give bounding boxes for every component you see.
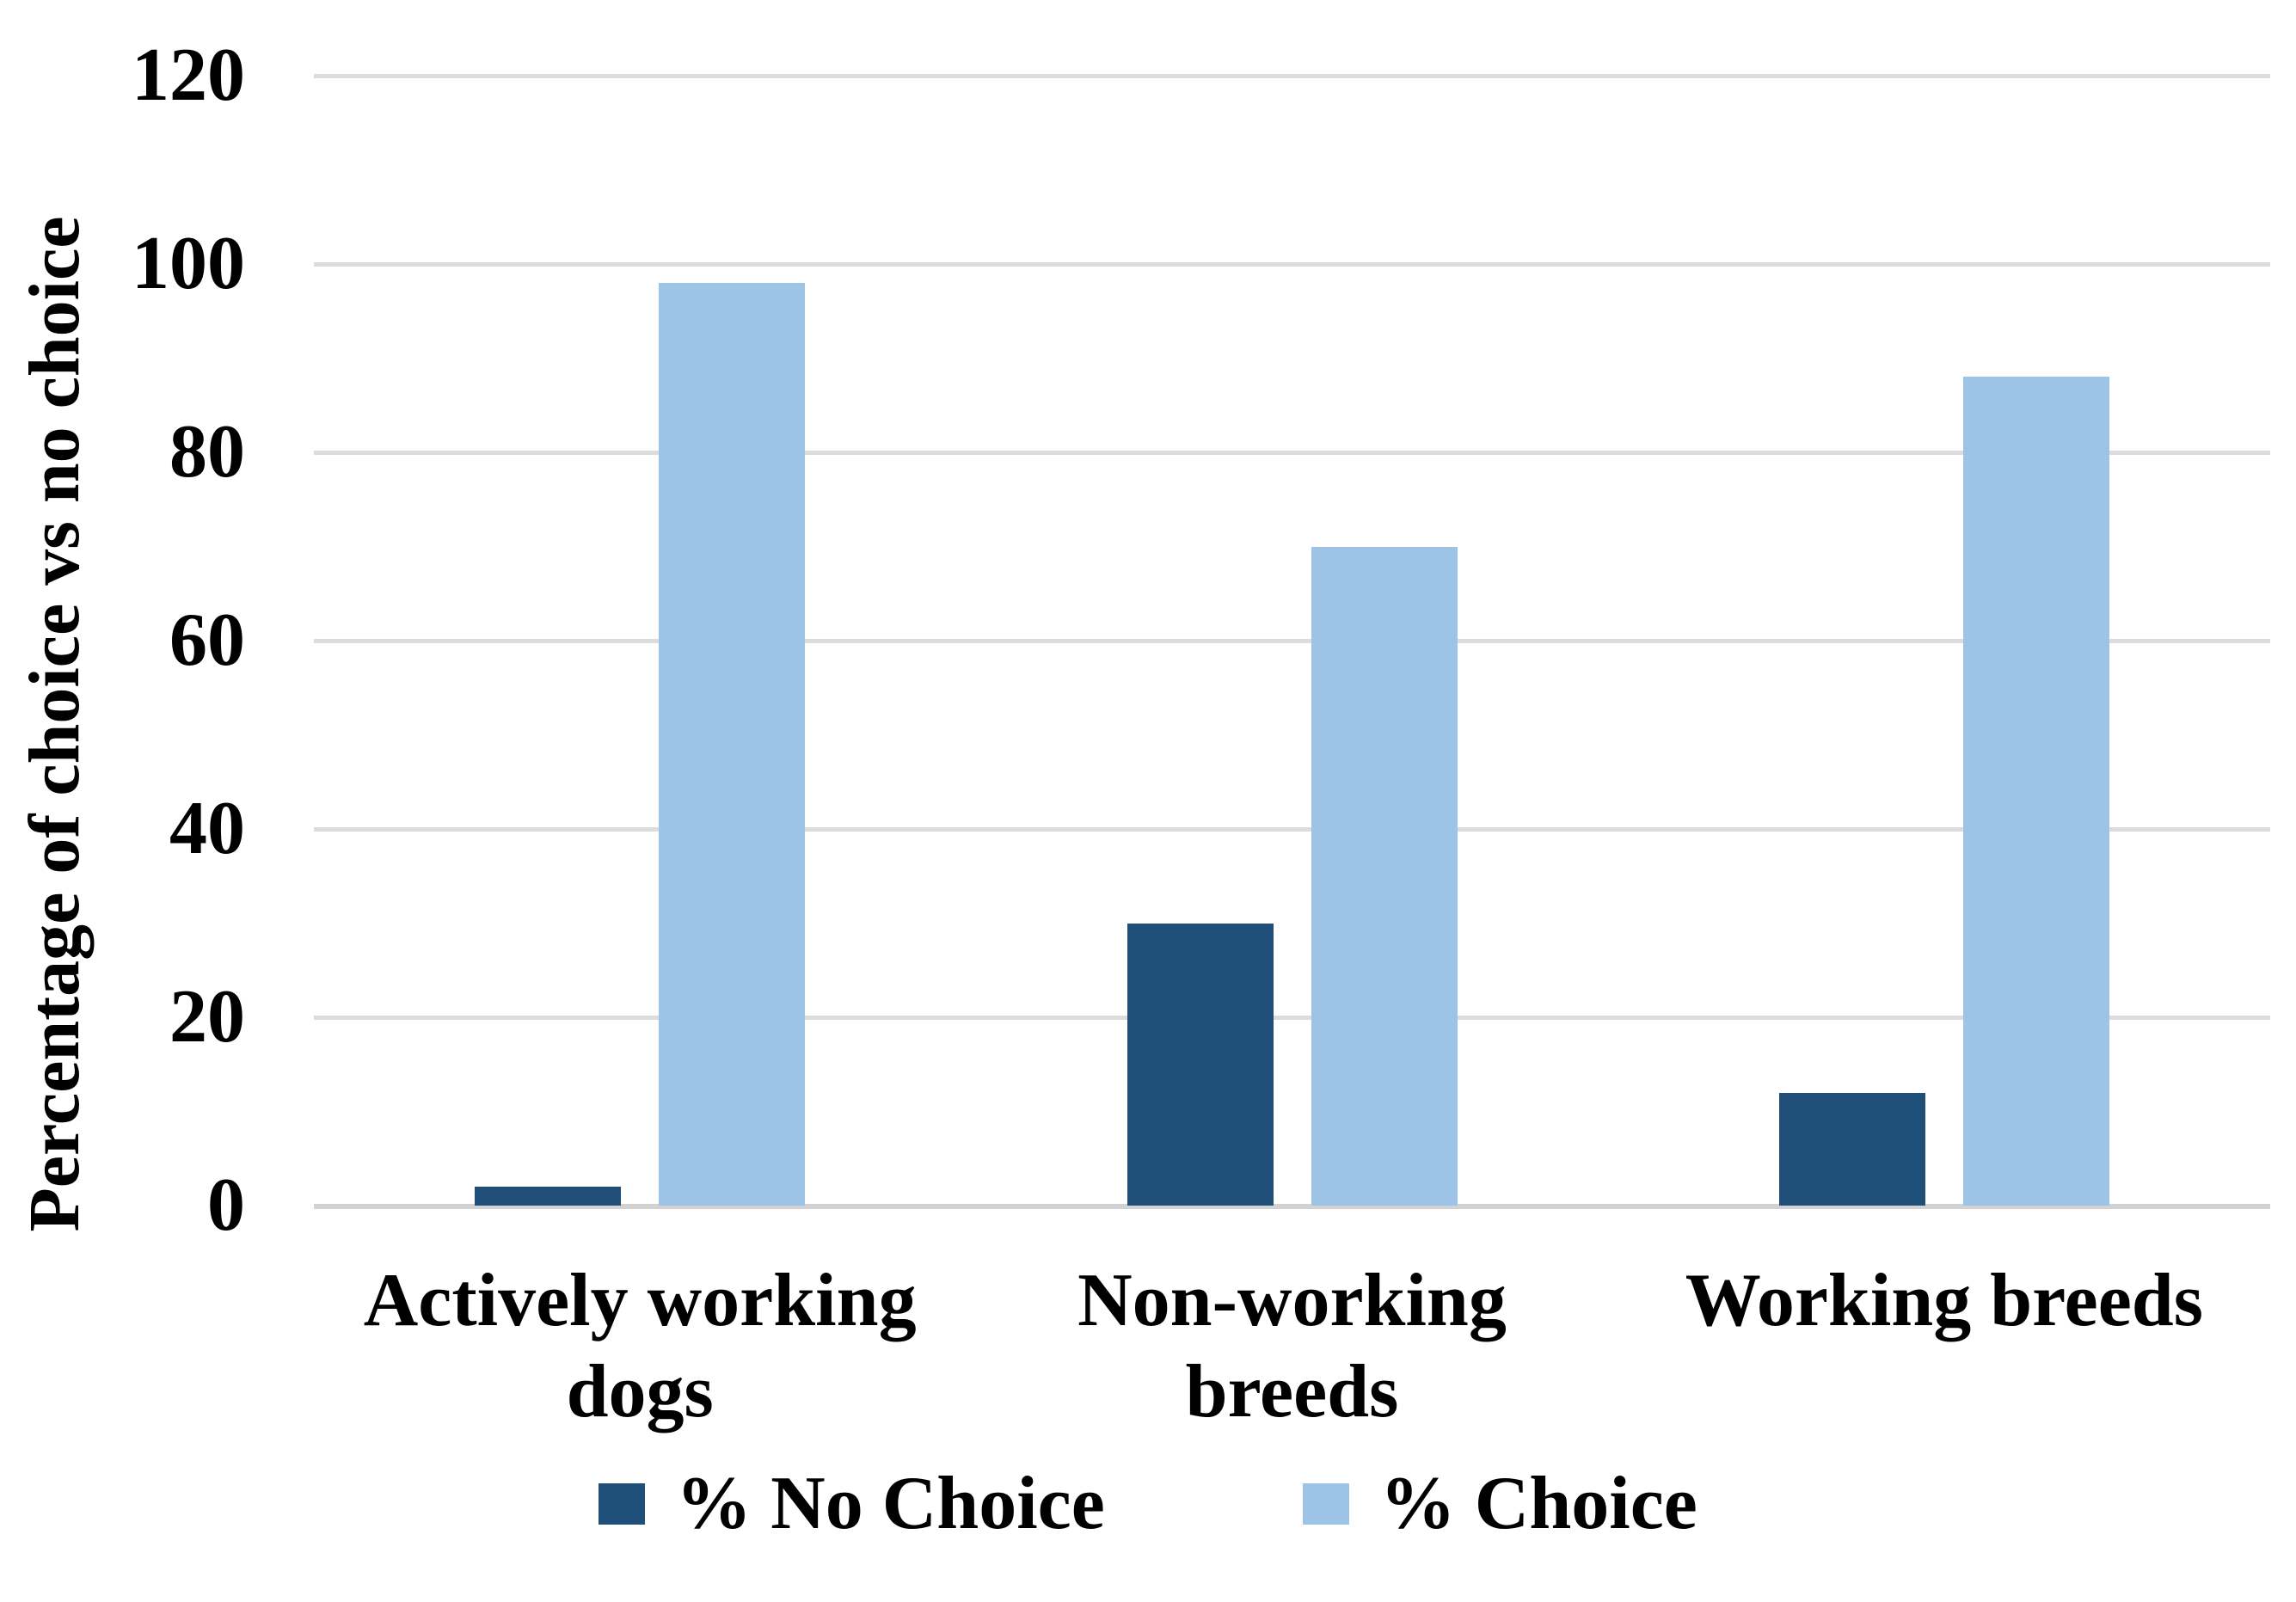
y-tick-label: 40 [169, 787, 245, 870]
y-tick-label: 100 [132, 222, 245, 305]
legend-swatch-no-choice [599, 1483, 646, 1525]
bar-no-choice-3 [1778, 1092, 1925, 1206]
y-tick-label: 60 [169, 598, 245, 682]
gridline [314, 827, 2270, 832]
gridline [314, 639, 2270, 643]
legend-label: % No Choice [676, 1462, 1105, 1545]
y-tick-label: 20 [169, 975, 245, 1059]
bar-no-choice-1 [475, 1187, 622, 1206]
legend-swatch-choice [1302, 1483, 1349, 1525]
legend-label: % Choice [1379, 1462, 1697, 1545]
bar-choice-1 [659, 282, 806, 1206]
gridline [314, 1016, 2270, 1020]
gridline [314, 262, 2270, 267]
legend: % No Choice% Choice [0, 1466, 2296, 1542]
category-label: Actively working dogs [363, 1259, 917, 1433]
gridline [314, 451, 2270, 455]
legend-item: % Choice [1302, 1462, 1697, 1545]
category-label: Working breeds [1685, 1259, 2203, 1342]
x-axis-baseline [314, 1204, 2270, 1209]
legend-item: % No Choice [599, 1466, 1105, 1542]
bar-no-choice-2 [1127, 923, 1274, 1206]
category-label: Non-working breeds [1077, 1259, 1507, 1433]
bar-choice-2 [1311, 546, 1458, 1206]
bar-choice-3 [1962, 377, 2109, 1206]
y-tick-label: 120 [132, 34, 245, 117]
y-tick-label: 80 [169, 410, 245, 494]
gridline [314, 74, 2270, 78]
y-tick-label: 0 [207, 1163, 245, 1247]
